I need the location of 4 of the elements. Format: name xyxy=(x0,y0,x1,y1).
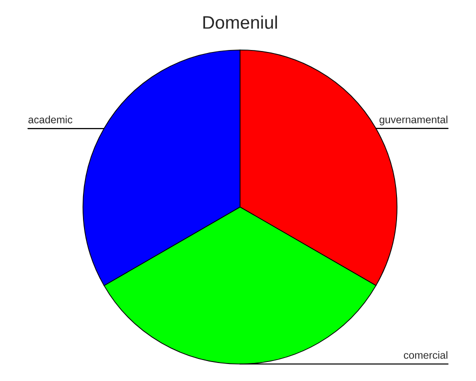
slice-label: academic xyxy=(28,116,72,124)
slice-label: comercial xyxy=(404,351,448,359)
slice-label: guvernamental xyxy=(380,116,448,126)
chart-title: Domeniul xyxy=(203,16,277,29)
